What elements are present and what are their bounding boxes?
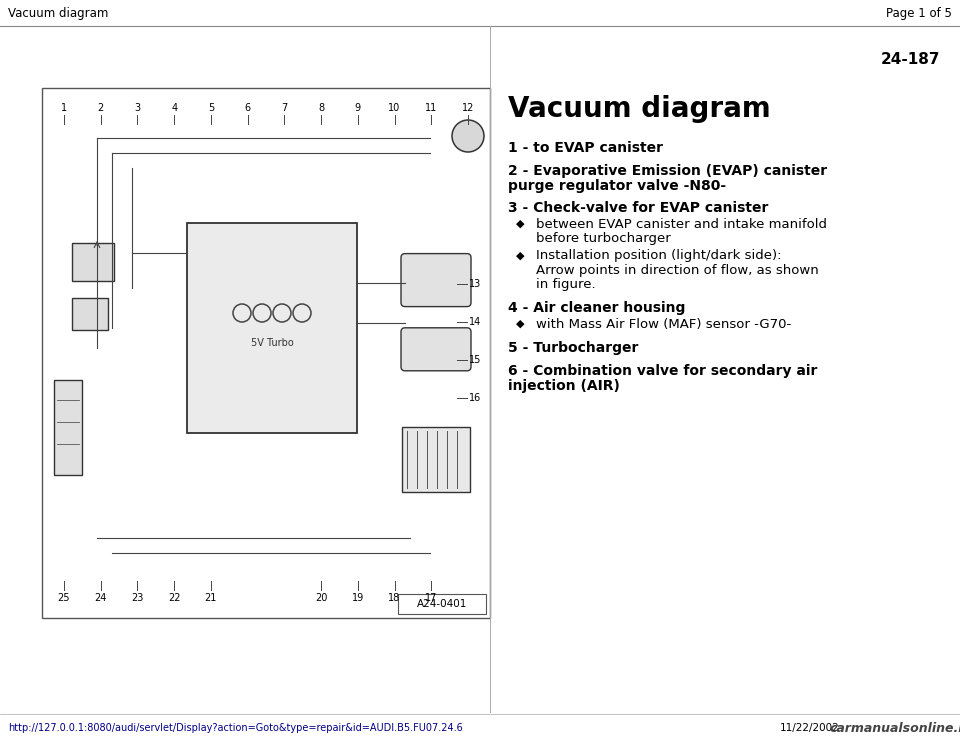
Text: 1: 1: [60, 103, 67, 113]
Text: 5V Turbo: 5V Turbo: [251, 338, 294, 348]
Text: ◆: ◆: [516, 219, 524, 229]
Text: 11: 11: [425, 103, 438, 113]
Text: 11/22/2002: 11/22/2002: [780, 723, 840, 733]
Text: 6 - Combination valve for secondary air: 6 - Combination valve for secondary air: [508, 364, 817, 378]
Text: with Mass Air Flow (MAF) sensor -G70-: with Mass Air Flow (MAF) sensor -G70-: [536, 318, 791, 331]
Text: 24: 24: [94, 593, 107, 603]
Bar: [72, 243, 114, 281]
Text: 9: 9: [355, 103, 361, 113]
Text: 24-187: 24-187: [880, 53, 940, 68]
Text: Installation position (light/dark side):: Installation position (light/dark side):: [536, 249, 781, 263]
Text: before turbocharger: before turbocharger: [536, 232, 671, 246]
Text: 23: 23: [132, 593, 144, 603]
Text: carmanualsonline.info: carmanualsonline.info: [830, 721, 960, 735]
Text: A24-0401: A24-0401: [417, 599, 468, 609]
Text: 3: 3: [134, 103, 140, 113]
Bar: [187, 223, 357, 433]
Text: 5: 5: [207, 103, 214, 113]
Bar: [54, 379, 82, 474]
Text: 7: 7: [281, 103, 287, 113]
Text: Page 1 of 5: Page 1 of 5: [886, 7, 952, 21]
Text: 18: 18: [389, 593, 400, 603]
Bar: [72, 298, 108, 330]
Text: 10: 10: [389, 103, 400, 113]
Circle shape: [452, 120, 484, 152]
Text: 8: 8: [318, 103, 324, 113]
Text: 1 - to EVAP canister: 1 - to EVAP canister: [508, 141, 663, 155]
Text: 19: 19: [351, 593, 364, 603]
Text: http://127.0.0.1:8080/audi/servlet/Display?action=Goto&type=repair&id=AUDI.B5.FU: http://127.0.0.1:8080/audi/servlet/Displ…: [8, 723, 463, 733]
Bar: [402, 427, 470, 492]
Text: ◆: ◆: [516, 251, 524, 260]
Text: 21: 21: [204, 593, 217, 603]
Text: purge regulator valve -N80-: purge regulator valve -N80-: [508, 179, 726, 193]
Text: 22: 22: [168, 593, 180, 603]
Text: 2 - Evaporative Emission (EVAP) canister: 2 - Evaporative Emission (EVAP) canister: [508, 163, 828, 177]
FancyBboxPatch shape: [401, 254, 471, 306]
Text: 3 - Check-valve for EVAP canister: 3 - Check-valve for EVAP canister: [508, 202, 768, 215]
Text: 15: 15: [468, 355, 481, 365]
Bar: [42, 88, 490, 618]
Text: between EVAP canister and intake manifold: between EVAP canister and intake manifol…: [536, 218, 827, 231]
Text: injection (AIR): injection (AIR): [508, 379, 620, 393]
Text: 4: 4: [171, 103, 178, 113]
Text: 13: 13: [468, 279, 481, 289]
Text: 14: 14: [468, 317, 481, 327]
Text: 4 - Air cleaner housing: 4 - Air cleaner housing: [508, 301, 685, 315]
Bar: [398, 594, 486, 614]
Text: 17: 17: [425, 593, 438, 603]
Text: 25: 25: [58, 593, 70, 603]
Text: 2: 2: [98, 103, 104, 113]
Text: Vacuum diagram: Vacuum diagram: [508, 95, 771, 123]
Text: in figure.: in figure.: [536, 278, 595, 291]
Text: 6: 6: [245, 103, 251, 113]
Text: 16: 16: [468, 393, 481, 403]
FancyBboxPatch shape: [401, 328, 471, 371]
Text: Vacuum diagram: Vacuum diagram: [8, 7, 108, 21]
Text: Arrow points in direction of flow, as shown: Arrow points in direction of flow, as sh…: [536, 263, 819, 277]
Text: ◆: ◆: [516, 319, 524, 329]
Text: 20: 20: [315, 593, 327, 603]
Text: 5 - Turbocharger: 5 - Turbocharger: [508, 341, 638, 355]
Text: 12: 12: [462, 103, 474, 113]
